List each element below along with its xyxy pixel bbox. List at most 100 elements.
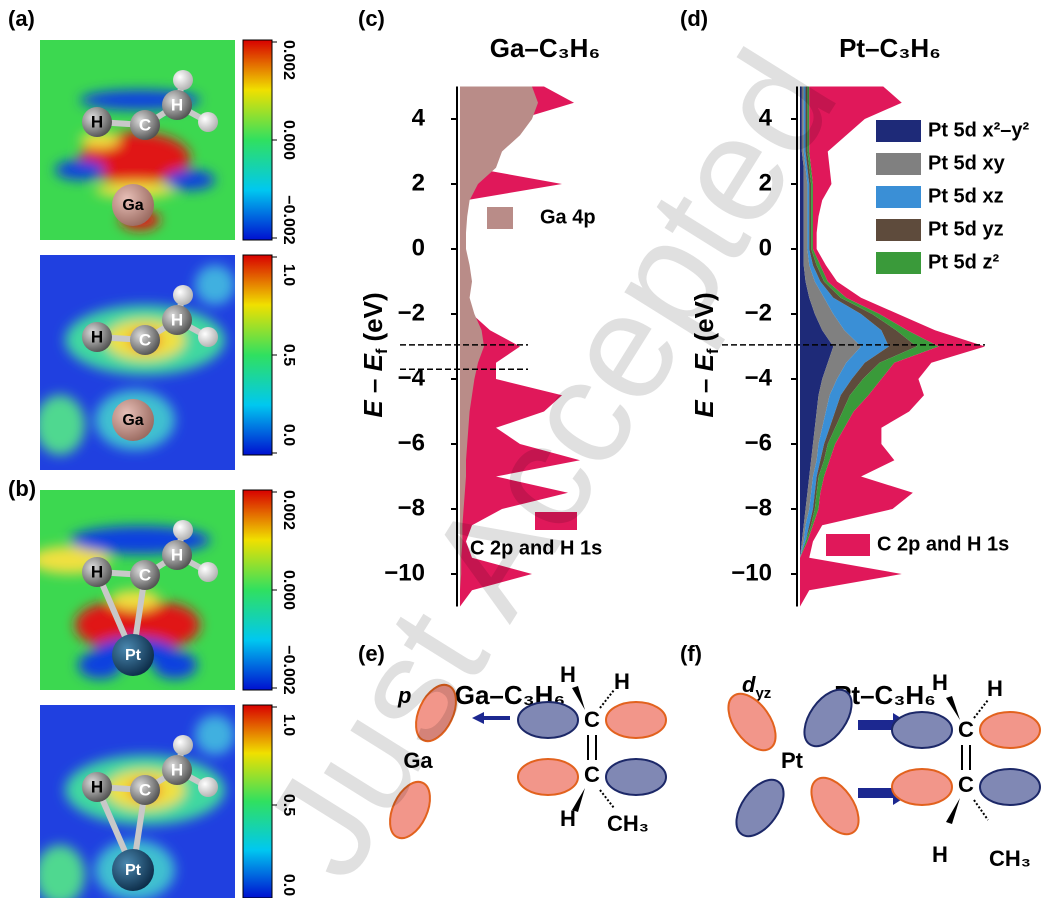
figure: (a) (b) (e) (f) HCHGa0.0020.000−0.002HCH… [0, 0, 1060, 898]
y-tick-label: −2 [745, 299, 772, 326]
atom-label: H [171, 95, 183, 114]
colorbar [243, 490, 272, 690]
atom-label: C [139, 565, 151, 584]
atom-label: H [91, 327, 103, 346]
map-blob [110, 590, 160, 610]
legend-swatch [876, 252, 921, 274]
atom-label: C [584, 762, 600, 787]
orbital-lobe [892, 769, 952, 805]
bond-wedge [946, 798, 960, 824]
legend-swatch [487, 207, 513, 229]
atom [198, 327, 218, 347]
map-blob [55, 160, 105, 180]
legend-label: Pt 5d z² [928, 251, 999, 273]
atom-label: C [958, 772, 974, 797]
colorbar [243, 40, 272, 240]
atom-label: H [560, 806, 576, 831]
y-tick-label: −6 [398, 429, 425, 456]
legend-swatch [876, 219, 921, 241]
diagram-f: Pt–C₃H₆ dyz Pt H H C C H CH₃ [719, 670, 1040, 871]
legend-label: C 2p and H 1s [877, 533, 1009, 555]
bond [600, 790, 614, 808]
atom-label: H [560, 662, 576, 687]
orbital-lobe [980, 769, 1040, 805]
legend-swatch [876, 120, 921, 142]
orbital-lobe [518, 759, 578, 795]
y-tick-label: −10 [731, 559, 772, 586]
legend-label: Pt 5d yz [928, 218, 1004, 240]
orbital-lobe [518, 702, 578, 738]
atom-label: H [932, 842, 948, 867]
atom-label: Pt [781, 748, 804, 773]
orbital-letter: d [742, 672, 756, 697]
colorbar-label: 0.002 [280, 490, 297, 530]
orbital-lobe [606, 702, 666, 738]
y-tick-label: −8 [745, 494, 772, 521]
atom-label: Pt [125, 862, 142, 879]
map: H C H Ga [40, 40, 235, 240]
map-blob [153, 651, 197, 679]
colorbar-label: 0.0 [280, 424, 297, 446]
atom [198, 112, 218, 132]
panel-label: (d) [680, 6, 708, 31]
atom-label: H [932, 670, 948, 695]
chart-title: Ga–C₃H₆ [490, 33, 601, 63]
y-tick-label: 4 [412, 104, 426, 131]
colorbar-label: 1.0 [280, 264, 297, 286]
legend-swatch [826, 534, 870, 556]
atom [173, 520, 193, 540]
axis-label-part: (eV) [358, 292, 388, 348]
atom-label: Ga [122, 412, 143, 429]
atom-label: H [171, 760, 183, 779]
map-blob [195, 265, 235, 305]
colorbar-label: 0.0 [280, 874, 297, 896]
panel-label: (b) [8, 476, 36, 501]
orbital-subscript: yz [755, 685, 771, 702]
bond-wedge [572, 686, 585, 710]
orbital-lobe [727, 771, 793, 844]
atom [173, 285, 193, 305]
map-blob [35, 395, 85, 455]
legend-label: Pt 5d xz [928, 185, 1004, 207]
colorbar [243, 255, 272, 455]
colorbar-label: 0.5 [280, 344, 297, 366]
bond [600, 690, 614, 708]
atom-label: Ga [122, 197, 143, 214]
atom-label: C [139, 115, 151, 134]
panel-label: (f) [680, 641, 702, 666]
panel-label: (a) [8, 6, 35, 31]
page: { "watermark": "Just Accepted", "panel_a… [0, 0, 1060, 898]
orbital-lobe [802, 769, 868, 842]
orbital-lobe [719, 685, 785, 758]
chart-title: Pt–C₃H₆ [839, 33, 941, 63]
atom-label: C [584, 707, 600, 732]
atom-label: H [91, 562, 103, 581]
atom [173, 735, 193, 755]
y-tick-label: −4 [745, 364, 773, 391]
atom [173, 70, 193, 90]
atom-label: CH₃ [989, 846, 1031, 871]
bond [974, 800, 988, 820]
y-tick-label: 2 [412, 169, 425, 196]
orbital-lobe [892, 712, 952, 748]
map-blob [195, 715, 235, 755]
atom-label: C [958, 717, 974, 742]
y-tick-label: 0 [412, 234, 425, 261]
atom-label: H [987, 676, 1003, 701]
atom-label: H [614, 669, 630, 694]
atom-label: H [91, 777, 103, 796]
colorbar-label: −0.002 [280, 645, 297, 694]
map-blob [165, 170, 215, 190]
axis-label-part: E [358, 353, 388, 371]
panel-label: (c) [358, 6, 385, 31]
atom-label: H [91, 112, 103, 131]
atom [198, 777, 218, 797]
legend-label: Pt 5d xy [928, 152, 1006, 174]
colorbar-label: 0.002 [280, 40, 297, 80]
axis-label-part: – [358, 371, 388, 400]
colorbar-label: −0.002 [280, 195, 297, 244]
